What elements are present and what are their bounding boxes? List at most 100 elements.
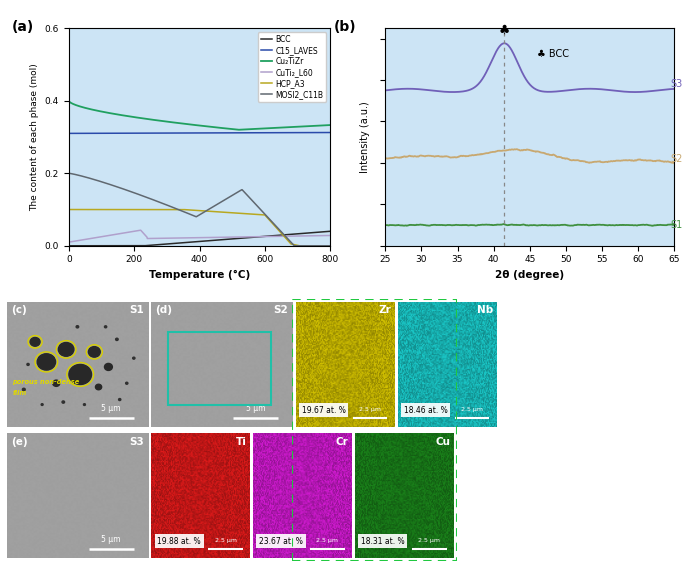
Text: 19.88 at. %: 19.88 at. % <box>158 537 201 546</box>
Text: ♣ BCC: ♣ BCC <box>537 49 569 59</box>
MOSI2_C11B <box>263 213 271 220</box>
Circle shape <box>105 326 107 328</box>
C15_LAVES <box>224 129 232 136</box>
Line: CuTi₂_L60: CuTi₂_L60 <box>69 230 330 242</box>
HCP_A3 <box>263 214 271 221</box>
HCP_A3 <box>290 241 298 248</box>
BCC <box>231 235 239 242</box>
X-axis label: 2θ (degree): 2θ (degree) <box>495 270 564 280</box>
MOSI2_C11B <box>231 190 239 197</box>
Line: BCC: BCC <box>69 231 330 246</box>
Text: Cr: Cr <box>336 437 349 446</box>
Circle shape <box>118 398 121 401</box>
Text: 23.67 at. %: 23.67 at. % <box>259 537 303 546</box>
Y-axis label: The content of each phase (mol): The content of each phase (mol) <box>30 63 39 211</box>
CuTi₂_L60 <box>65 239 73 246</box>
Text: 5 μm: 5 μm <box>102 404 121 413</box>
BCC <box>224 236 232 243</box>
C15_LAVES <box>290 129 298 136</box>
Circle shape <box>30 337 40 346</box>
Text: 5 μm: 5 μm <box>246 404 266 413</box>
Legend: BCC, C15_LAVES, Cu₂TiZr, CuTi₂_L60, HCP_A3, MOSI2_C11B: BCC, C15_LAVES, Cu₂TiZr, CuTi₂_L60, HCP_… <box>258 32 326 102</box>
Circle shape <box>62 401 65 403</box>
Circle shape <box>58 342 74 357</box>
Text: Nb: Nb <box>477 306 493 315</box>
HCP_A3 <box>224 209 232 216</box>
BCC <box>290 231 298 237</box>
HCP_A3 <box>217 208 225 215</box>
BCC <box>217 236 225 243</box>
Line: HCP_A3: HCP_A3 <box>69 210 330 246</box>
CuTi₂_L60 <box>136 227 144 233</box>
HCP_A3 <box>80 206 89 213</box>
C15_LAVES <box>217 129 225 136</box>
CuTi₂_L60 <box>80 236 89 243</box>
Cu₂TiZr <box>235 127 243 133</box>
Text: 19.67 at. %: 19.67 at. % <box>302 406 345 415</box>
Circle shape <box>116 338 118 341</box>
BCC <box>80 242 89 249</box>
C15_LAVES <box>65 130 73 137</box>
Y-axis label: Intensity (a.u.): Intensity (a.u.) <box>360 101 370 173</box>
Circle shape <box>37 354 56 370</box>
Cu₂TiZr <box>326 121 334 128</box>
Circle shape <box>105 363 112 371</box>
Bar <box>169 332 271 405</box>
MOSI2_C11B <box>224 195 232 202</box>
Circle shape <box>133 357 135 359</box>
X-axis label: Temperature (°C): Temperature (°C) <box>149 270 250 280</box>
C15_LAVES <box>231 129 239 136</box>
Text: porous non-dense: porous non-dense <box>12 380 80 385</box>
Text: 2.5 μm: 2.5 μm <box>359 407 381 412</box>
MOSI2_C11B <box>290 242 299 249</box>
Text: 18.31 at. %: 18.31 at. % <box>361 537 405 546</box>
HCP_A3 <box>295 242 303 249</box>
C15_LAVES <box>326 129 334 136</box>
Cu₂TiZr <box>65 97 73 104</box>
Text: S2: S2 <box>671 154 683 164</box>
HCP_A3 <box>231 210 239 216</box>
Text: S3: S3 <box>671 79 683 89</box>
Text: S1: S1 <box>671 220 683 230</box>
Text: 2.5 μm: 2.5 μm <box>418 538 440 543</box>
MOSI2_C11B <box>290 242 298 249</box>
CuTi₂_L60 <box>232 234 240 241</box>
CuTi₂_L60 <box>290 233 299 240</box>
C15_LAVES <box>263 129 271 136</box>
CuTi₂_L60 <box>217 234 225 241</box>
Cu₂TiZr <box>80 105 89 111</box>
Cu₂TiZr <box>217 124 225 131</box>
Text: (e): (e) <box>11 437 28 446</box>
Cu₂TiZr <box>264 125 272 132</box>
Text: 2.5 μm: 2.5 μm <box>316 538 338 543</box>
C15_LAVES <box>80 130 89 137</box>
Text: (d): (d) <box>155 306 173 315</box>
Text: 2.5 μm: 2.5 μm <box>461 407 483 412</box>
MOSI2_C11B <box>65 170 73 177</box>
Circle shape <box>69 364 92 385</box>
HCP_A3 <box>65 206 73 213</box>
Line: MOSI2_C11B: MOSI2_C11B <box>69 173 330 246</box>
Text: S3: S3 <box>129 437 144 446</box>
MOSI2_C11B <box>80 173 89 180</box>
MOSI2_C11B <box>217 199 225 206</box>
BCC <box>326 228 334 234</box>
BCC <box>263 233 271 240</box>
Cu₂TiZr <box>290 124 299 131</box>
CuTi₂_L60 <box>224 234 232 241</box>
CuTi₂_L60 <box>326 232 334 239</box>
Circle shape <box>83 403 85 406</box>
Text: S1: S1 <box>129 306 144 315</box>
Text: film: film <box>12 389 27 396</box>
Circle shape <box>88 346 100 357</box>
Cu₂TiZr <box>224 125 232 132</box>
Circle shape <box>27 363 29 366</box>
Circle shape <box>76 325 78 328</box>
Text: ♣: ♣ <box>499 24 510 37</box>
CuTi₂_L60 <box>264 233 272 240</box>
Text: 2.5 μm: 2.5 μm <box>215 538 237 543</box>
Text: Ti: Ti <box>236 437 247 446</box>
Line: Cu₂TiZr: Cu₂TiZr <box>69 101 330 130</box>
Text: 18.46 at. %: 18.46 at. % <box>404 406 447 415</box>
Circle shape <box>96 384 102 390</box>
